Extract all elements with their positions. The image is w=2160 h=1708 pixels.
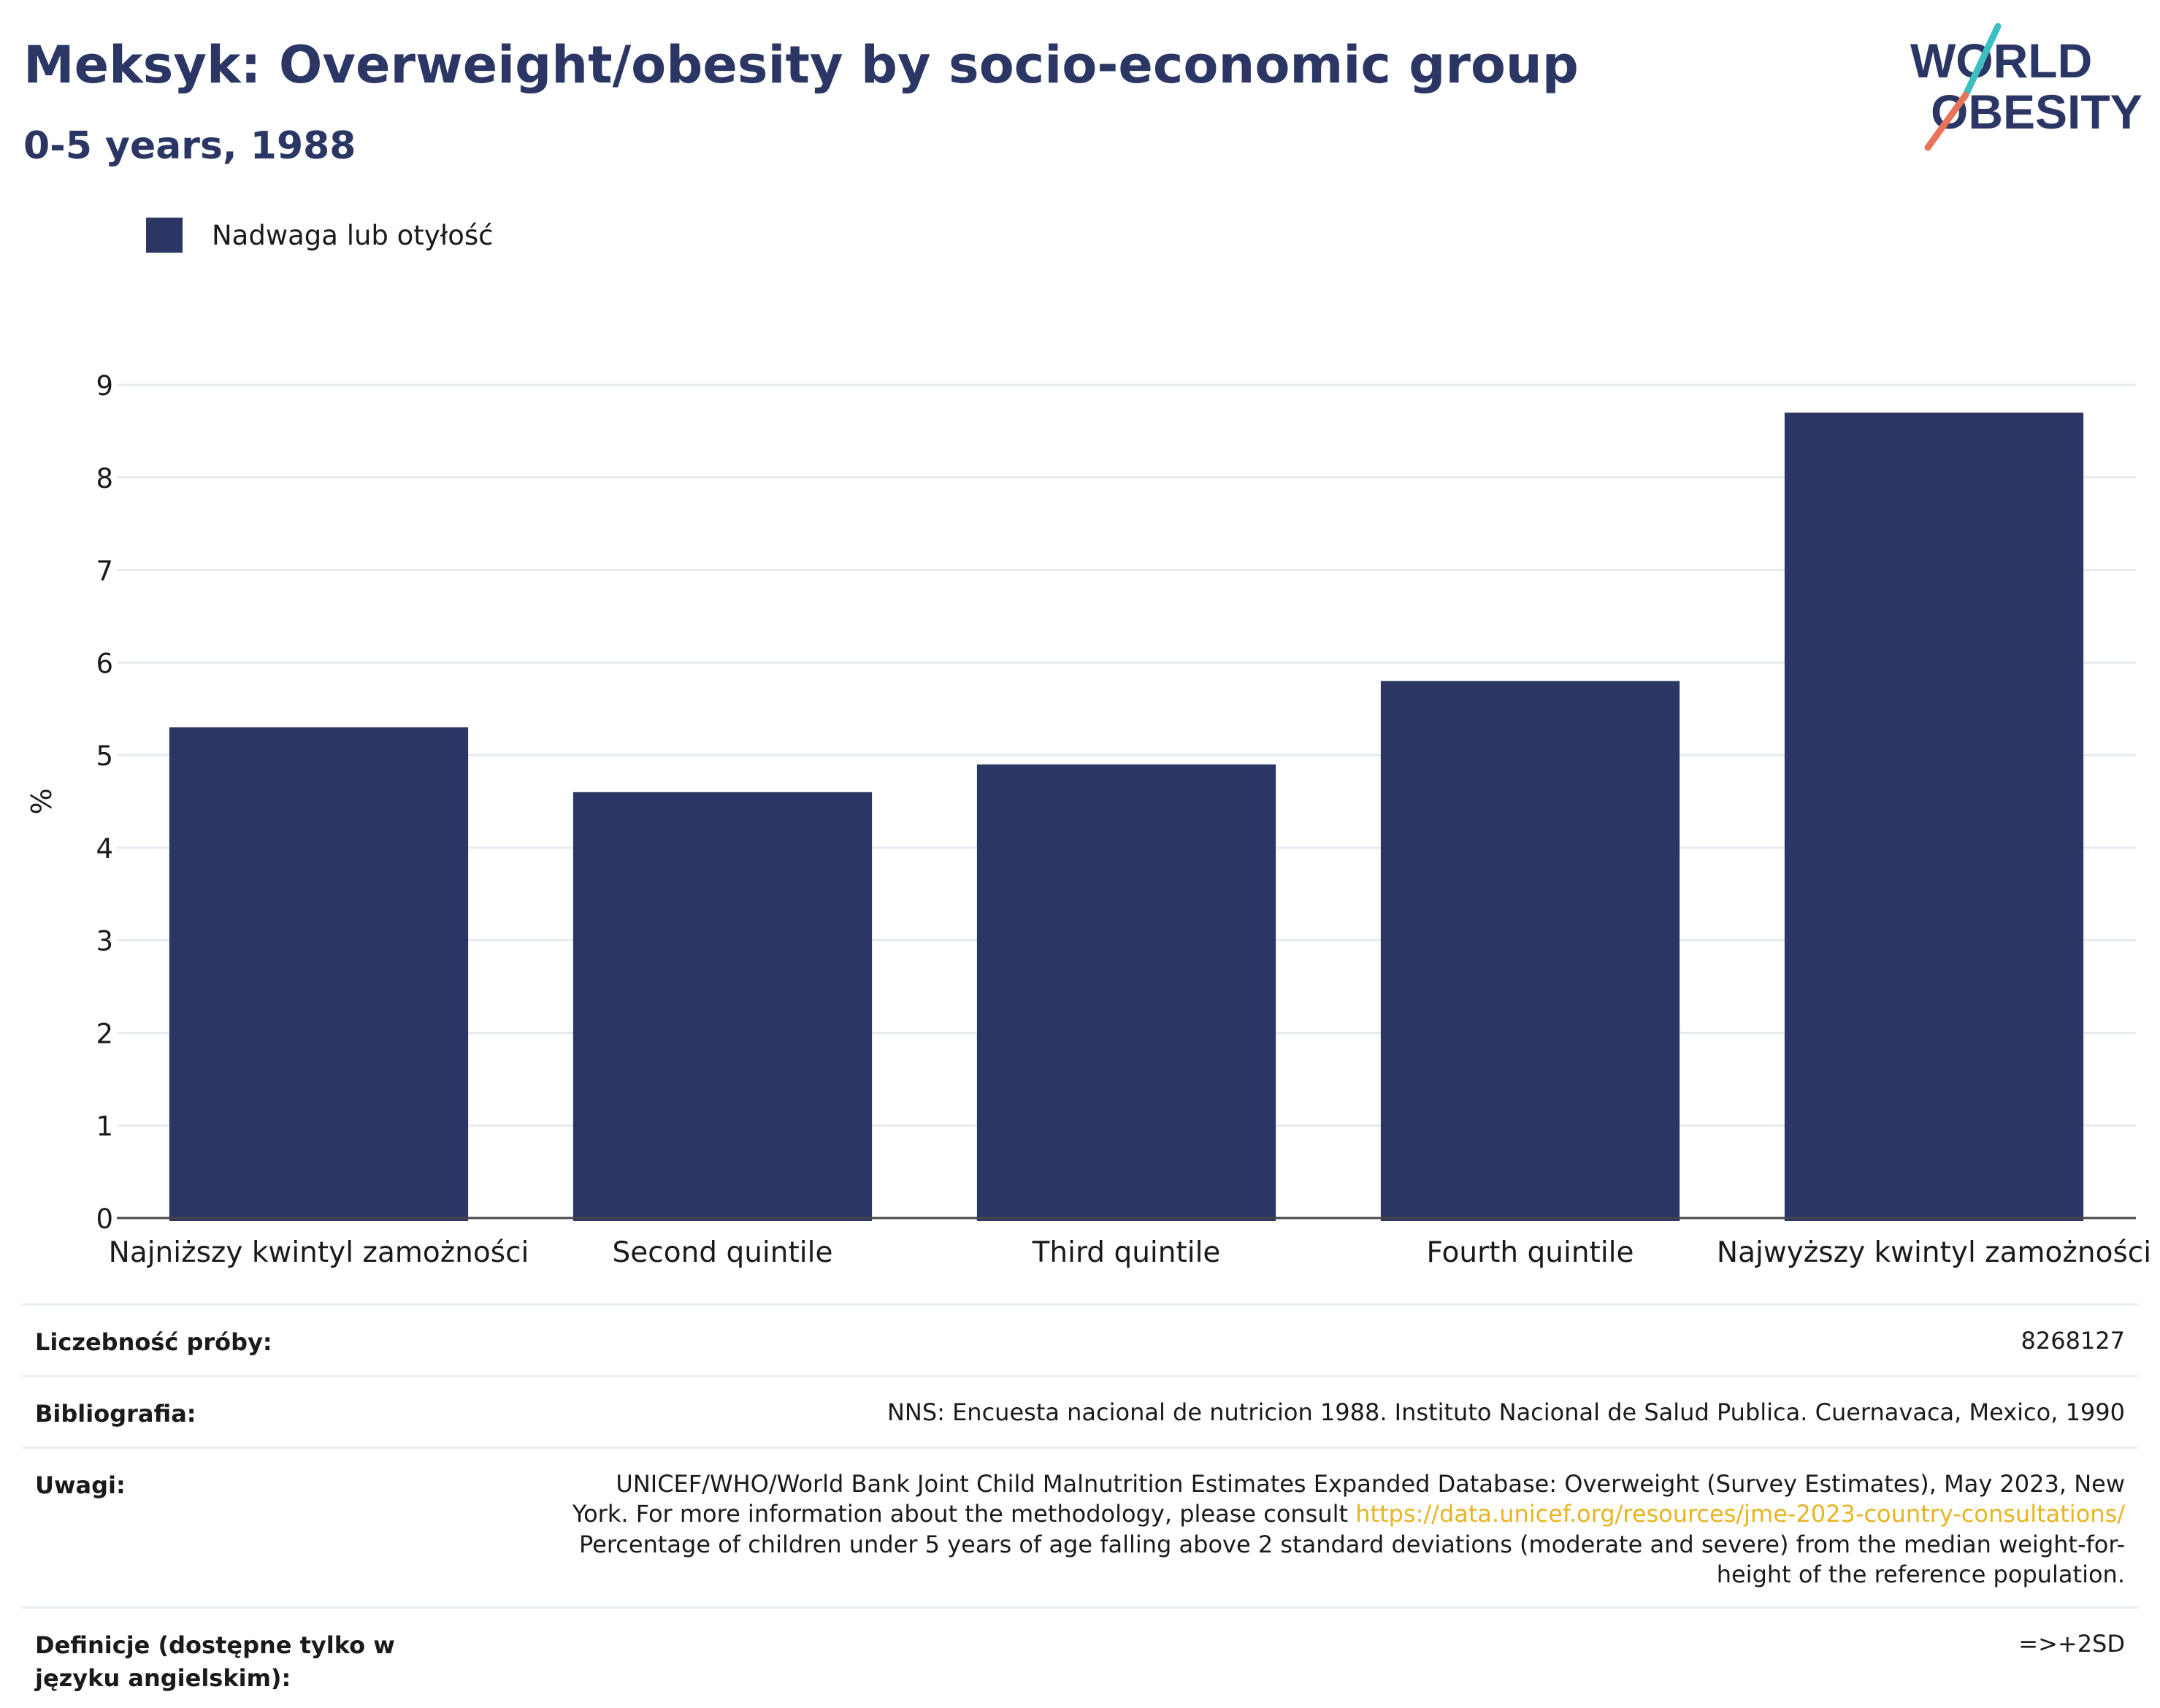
notes-label: Uwagi: [35,1471,126,1499]
y-tick-label: 8 [96,463,113,494]
y-tick-label: 9 [96,370,113,402]
notes-line-3: Percentage of children under 5 years of … [579,1530,2125,1558]
x-tick-label: Fourth quintile [1426,1236,1634,1269]
y-tick-label: 2 [96,1018,113,1049]
bibliography-value: NNS: Encuesta nacional de nutricion 1988… [886,1398,2125,1426]
y-tick-label: 0 [96,1203,113,1235]
bar [1380,681,1680,1221]
chart-legend: Nadwaga lub otyłość [146,218,493,253]
chart-subtitle: 0-5 years, 1988 [23,124,356,168]
x-tick-label: Najwyższy kwintyl zamożności [1717,1236,2151,1269]
logo-slash-coral [1924,91,1969,151]
info-row-sample: Liczebność próby: 8268127 [22,1303,2138,1375]
sample-size-label: Liczebność próby: [35,1328,272,1356]
notes-link[interactable]: https://data.unicef.org/resources/jme-20… [1355,1500,2125,1528]
world-obesity-logo: WORLD OBESITY [1910,23,2142,151]
info-row-definitions: Definicje (dostępne tylko w języku angie… [22,1606,2138,1708]
notes-line-1: UNICEF/WHO/World Bank Joint Child Malnut… [616,1469,2125,1498]
definitions-label: Definicje (dostępne tylko w języku angie… [35,1631,395,1692]
x-tick-label: Third quintile [1032,1236,1221,1269]
y-tick-label: 7 [96,556,113,587]
logo-word-world: WORLD [1910,34,2092,88]
info-row-bibliography: Bibliografia: NNS: Encuesta nacional de … [22,1374,2138,1447]
bar [169,727,469,1221]
bar [1784,413,2084,1221]
info-table: Liczebność próby: 8268127 Bibliografia: … [22,1303,2138,1708]
x-tick-label: Second quintile [613,1236,833,1269]
definitions-value: =>+2SD [2018,1629,2125,1658]
notes-line-4: height of the reference population. [1716,1560,2125,1589]
sample-size-value: 8268127 [2021,1327,2125,1355]
y-tick-label: 4 [96,833,113,865]
y-tick-label: 1 [96,1111,113,1142]
y-tick-label: 6 [96,648,113,679]
legend-swatch [146,218,183,253]
y-axis-label: % [26,788,58,814]
logo-slash-teal [1962,23,2002,99]
legend-label: Nadwaga lub otyłość [212,219,494,251]
y-tick-label: 3 [96,926,113,957]
chart-title: Meksyk: Overweight/obesity by socio-econ… [23,35,1579,95]
notes-value: UNICEF/WHO/World Bank Joint Child Malnut… [548,1469,2125,1590]
bibliography-label: Bibliografia: [35,1399,196,1428]
logo-word-obesity: OBESITY [1931,85,2142,139]
bar [572,792,873,1221]
info-row-notes: Uwagi: UNICEF/WHO/World Bank Joint Child… [22,1446,2138,1606]
notes-line-2: York. For more information about the met… [548,1499,2125,1530]
y-tick-label: 5 [96,740,113,772]
notes-line-2-text: York. For more information about the met… [572,1500,1349,1528]
x-tick-label: Najniższy kwintyl zamożności [109,1236,529,1269]
bar [976,764,1276,1221]
bar-chart: 0 1 2 3 4 5 6 7 8 9% Najniższy kwintyl zamożności S… [26,370,2151,1269]
